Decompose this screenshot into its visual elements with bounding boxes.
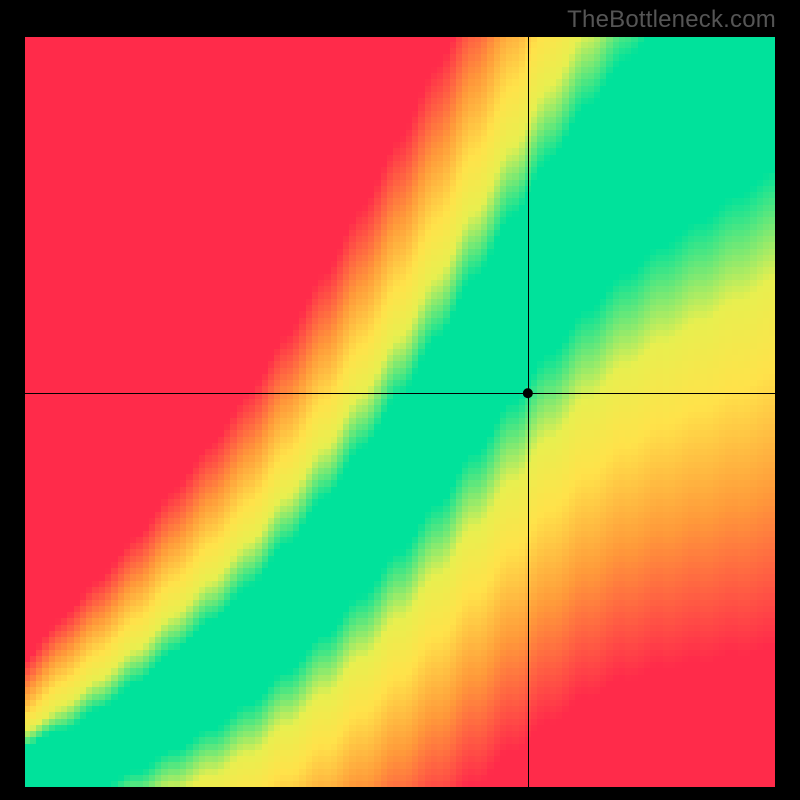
plot-area <box>24 36 776 788</box>
watermark-text: TheBottleneck.com <box>567 6 776 34</box>
bottleneck-heatmap <box>24 36 776 788</box>
chart-frame: TheBottleneck.com <box>0 0 800 800</box>
